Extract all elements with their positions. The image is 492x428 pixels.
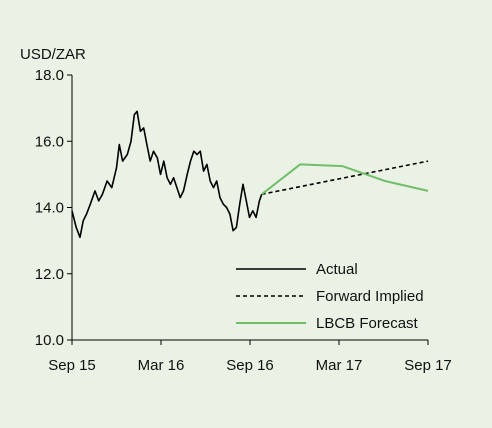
legend-label: Actual xyxy=(316,261,358,278)
y-tick-label: 12.0 xyxy=(35,266,64,283)
y-tick-label: 18.0 xyxy=(35,67,64,84)
x-tick-label: Sep 16 xyxy=(226,357,274,374)
x-tick-label: Mar 17 xyxy=(316,357,363,374)
x-tick-label: Mar 16 xyxy=(138,357,185,374)
y-axis: 10.0 12.0 14.0 16.0 18.0 xyxy=(35,67,72,349)
legend-label: Forward Implied xyxy=(316,288,424,305)
legend-label: LBCB Forecast xyxy=(316,315,419,332)
x-axis: Sep 15 Mar 16 Sep 16 Mar 17 Sep 17 xyxy=(48,340,452,374)
y-tick-label: 14.0 xyxy=(35,200,64,217)
legend: Actual Forward Implied LBCB Forecast xyxy=(236,261,424,332)
series-layer xyxy=(71,110,429,239)
y-axis-title: USD/ZAR xyxy=(20,46,86,63)
series-line-forward-implied xyxy=(261,160,429,196)
y-tick-label: 10.0 xyxy=(35,332,64,349)
y-tick-label: 16.0 xyxy=(35,133,64,150)
series-line-actual xyxy=(71,110,263,239)
x-tick-label: Sep 17 xyxy=(404,357,452,374)
series-line-lbcb-forecast xyxy=(261,163,429,196)
x-tick-label: Sep 15 xyxy=(48,357,96,374)
